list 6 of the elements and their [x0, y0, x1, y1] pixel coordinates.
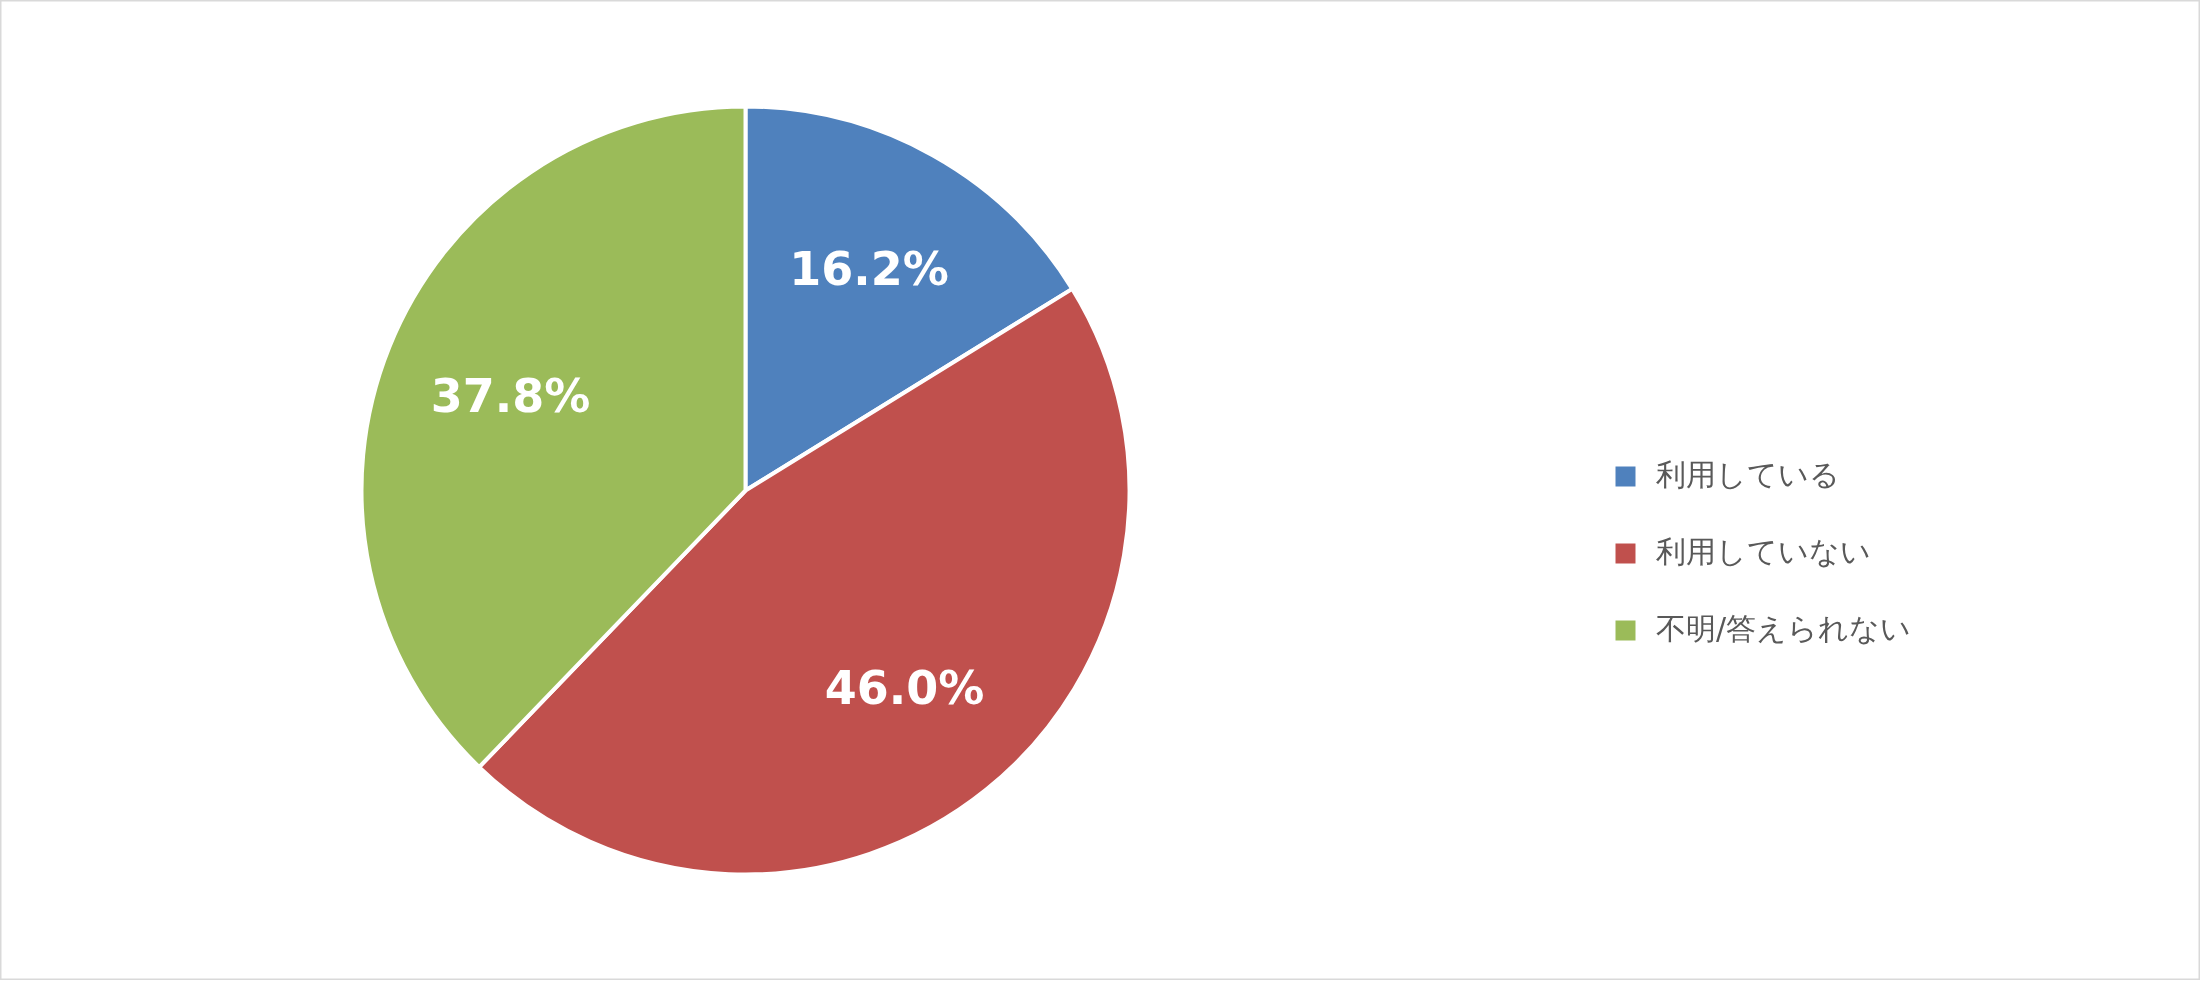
- data-label: 46.0%: [824, 660, 985, 715]
- data-label: 37.8%: [430, 368, 591, 423]
- legend-label: 利用していない: [1656, 533, 1871, 571]
- legend-label: 利用している: [1656, 456, 1840, 494]
- legend-label: 不明/答えられない: [1656, 610, 1912, 648]
- data-label: 16.2%: [789, 242, 949, 297]
